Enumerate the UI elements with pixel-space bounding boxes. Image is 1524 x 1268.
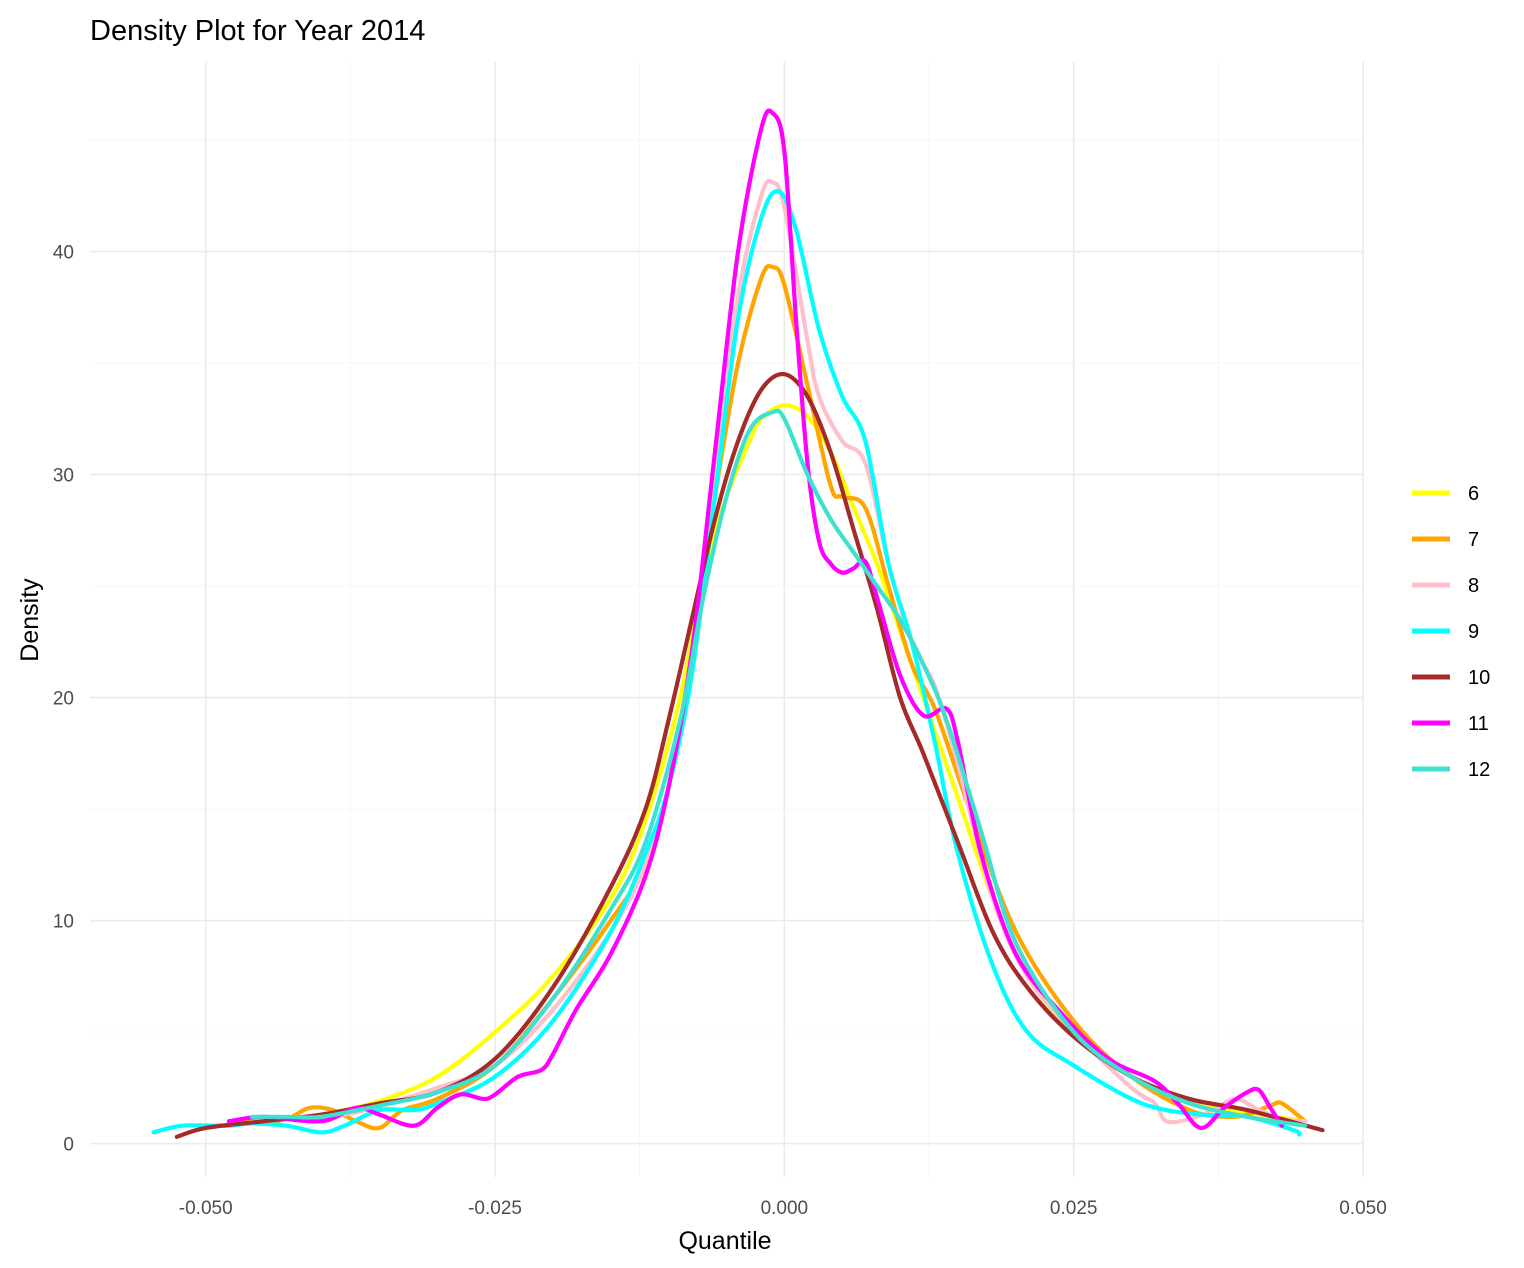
x-tick-label: 0.025: [1050, 1198, 1098, 1219]
y-tick-label: 20: [53, 689, 74, 710]
y-axis-tick-labels: 0 10 20 30 40: [53, 243, 74, 1156]
y-tick-label: 10: [53, 912, 74, 933]
x-axis-title: Quantile: [678, 1227, 771, 1255]
chart-title: Density Plot for Year 2014: [90, 15, 425, 47]
y-tick-label: 40: [53, 243, 74, 264]
x-tick-label: -0.050: [179, 1198, 233, 1219]
series-line-11: [226, 108, 1285, 1131]
series-line-7: [226, 263, 1308, 1131]
x-tick-label: 0.050: [1339, 1198, 1387, 1219]
legend: 6 7 8 9 10 11 12: [1412, 483, 1490, 781]
legend-label-8: 8: [1468, 575, 1479, 597]
minor-gridlines: [90, 62, 1363, 1177]
x-tick-label: 0.000: [761, 1198, 809, 1219]
y-axis-title: Density: [16, 578, 44, 662]
series-line-12: [249, 408, 1308, 1128]
legend-label-9: 9: [1468, 621, 1479, 643]
legend-label-12: 12: [1468, 759, 1490, 781]
series-lines: [151, 108, 1325, 1139]
y-tick-label: 0: [63, 1135, 74, 1156]
legend-label-6: 6: [1468, 483, 1479, 505]
x-tick-label: -0.025: [468, 1198, 522, 1219]
y-tick-label: 30: [53, 466, 74, 487]
legend-label-7: 7: [1468, 529, 1479, 551]
major-gridlines: [90, 62, 1364, 1177]
x-axis-tick-labels: -0.050 -0.025 0.000 0.025 0.050: [179, 1198, 1387, 1219]
legend-label-11: 11: [1468, 713, 1489, 735]
legend-label-10: 10: [1468, 667, 1490, 689]
